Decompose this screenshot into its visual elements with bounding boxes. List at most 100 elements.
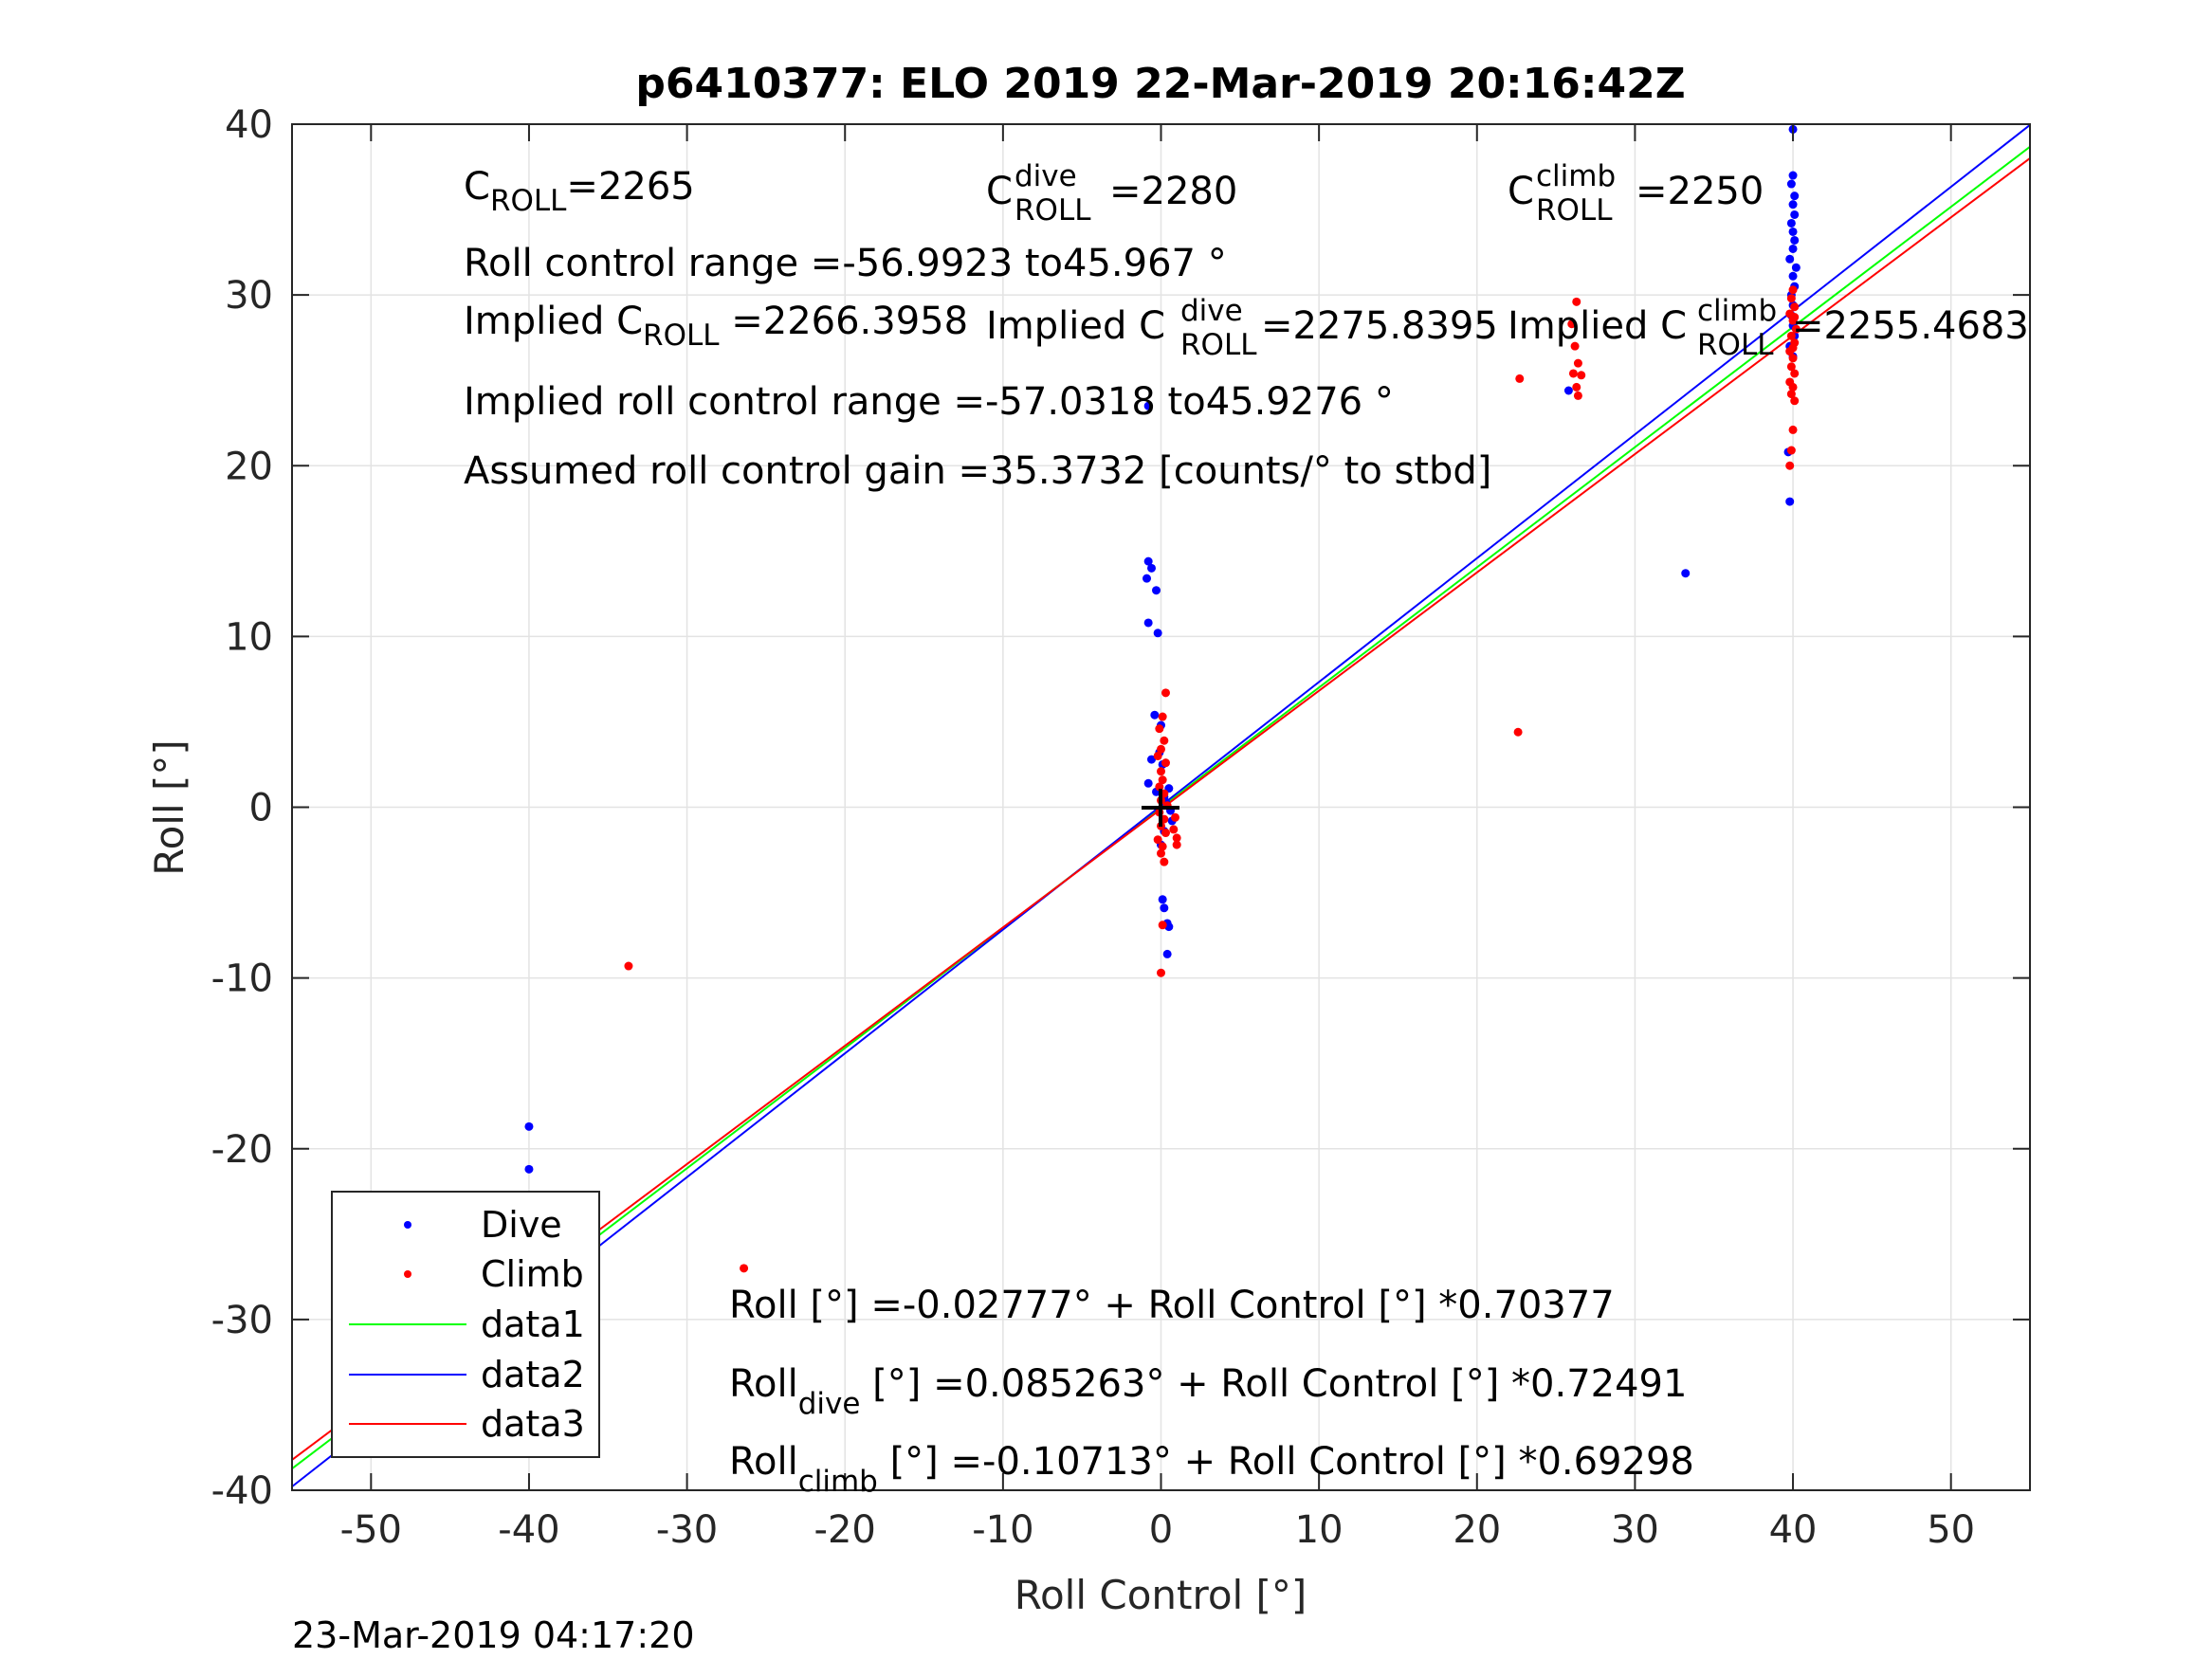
implied-c-roll-climb-sup: climb	[1697, 294, 1777, 328]
point-dive	[1143, 556, 1153, 566]
c-roll-dive-sub: ROLL	[1015, 193, 1091, 228]
point-climb	[1573, 358, 1582, 368]
y-tick-label: 20	[225, 445, 273, 488]
implied-c-roll-dive: Implied C	[986, 304, 1165, 348]
point-dive	[1563, 386, 1573, 395]
point-climb	[1790, 302, 1800, 312]
point-climb	[1169, 825, 1179, 834]
c-roll-climb-sup: climb	[1536, 159, 1616, 193]
c-roll-climb-value: =2250	[1636, 170, 1764, 213]
legend-climb-label: Climb	[481, 1253, 584, 1295]
y-tick-labels: -40 -30 -20 -10 0 10 20 30 40	[211, 103, 273, 1513]
x-tick-label: -50	[340, 1508, 402, 1552]
fit-dive-equation: Rolldive [°] =0.085263° + Roll Control […	[729, 1362, 1687, 1421]
point-dive	[1788, 271, 1798, 281]
point-dive	[1791, 263, 1801, 272]
point-climb	[624, 961, 633, 971]
point-climb	[1157, 968, 1165, 977]
c-roll-dive-value: =2280	[1109, 170, 1237, 213]
point-dive	[1785, 497, 1795, 506]
point-climb	[1158, 921, 1167, 930]
point-climb	[1172, 833, 1181, 843]
point-dive	[1152, 586, 1161, 595]
x-tick-label: -10	[972, 1508, 1033, 1552]
point-climb	[1577, 371, 1586, 380]
implied-range: Implied roll control range =-57.0318 to4…	[464, 380, 1394, 424]
point-climb	[1788, 285, 1798, 295]
point-climb	[1573, 391, 1582, 400]
point-climb	[1153, 751, 1162, 760]
implied-c-roll-climb: Implied C	[1508, 304, 1687, 348]
point-climb	[1790, 313, 1800, 322]
legend-dive-label: Dive	[481, 1204, 562, 1246]
point-dive	[1790, 210, 1800, 219]
point-climb	[1788, 425, 1798, 434]
x-tick-label: 10	[1295, 1508, 1344, 1552]
fit-climb-equation: Rollclimb [°] =-0.10713° + Roll Control …	[729, 1440, 1694, 1499]
timestamp: 23-Mar-2019 04:17:20	[292, 1614, 695, 1656]
point-climb	[1788, 343, 1798, 353]
point-climb	[1161, 688, 1170, 698]
x-tick-label: 20	[1453, 1508, 1501, 1552]
y-tick-label: 0	[249, 787, 273, 830]
point-dive	[1788, 244, 1798, 253]
implied-c-roll-dive-value: =2275.8395	[1261, 304, 1498, 348]
point-dive	[1786, 179, 1796, 189]
c-roll-dive-sup: dive	[1015, 159, 1077, 193]
point-climb	[1155, 724, 1164, 734]
point-climb	[1572, 382, 1581, 392]
point-dive	[1160, 903, 1169, 913]
x-tick-label: 40	[1769, 1508, 1818, 1552]
implied-c-roll-climb-sub: ROLL	[1697, 328, 1774, 362]
point-dive	[1147, 755, 1157, 764]
point-climb	[1786, 331, 1796, 340]
point-dive	[1786, 218, 1796, 228]
implied-c-roll-dive-sup: dive	[1180, 294, 1243, 328]
point-dive	[1150, 710, 1160, 720]
origin-marker	[1142, 789, 1179, 827]
x-tick-label: 50	[1927, 1508, 1975, 1552]
point-climb	[1788, 354, 1798, 363]
point-climb	[1786, 294, 1796, 303]
point-climb	[1170, 812, 1179, 822]
point-climb	[1153, 835, 1162, 845]
point-dive	[1790, 191, 1800, 201]
point-dive	[1162, 949, 1172, 958]
point-climb	[1785, 461, 1795, 470]
point-climb	[1572, 297, 1581, 306]
y-tick-label: -10	[211, 957, 273, 1001]
x-axis-label: Roll Control [°]	[1015, 1572, 1307, 1618]
point-climb	[1567, 319, 1577, 329]
point-climb	[1161, 758, 1170, 768]
point-dive	[1147, 563, 1157, 573]
point-climb	[1158, 842, 1167, 851]
point-climb	[1160, 857, 1169, 866]
implied-c-roll: Implied CROLL =2266.3958	[464, 300, 968, 353]
assumed-gain: Assumed roll control gain =35.3732 [coun…	[464, 449, 1491, 493]
point-climb	[1791, 324, 1801, 334]
point-climb	[1786, 446, 1796, 455]
legend-data3-label: data3	[481, 1403, 585, 1445]
y-tick-label: 30	[225, 274, 273, 318]
point-climb	[1568, 369, 1578, 378]
x-tick-label: -30	[656, 1508, 718, 1552]
point-climb	[1788, 382, 1798, 392]
point-dive	[1158, 895, 1167, 904]
point-dive	[1143, 618, 1153, 628]
fit-all-equation: Roll [°] =-0.02777° + Roll Control [°] *…	[729, 1284, 1615, 1327]
point-climb	[1513, 727, 1523, 737]
x-tick-labels: -50 -40 -30 -20 -10 0 10 20 30 40 50	[340, 1508, 1975, 1552]
legend-data2-label: data2	[481, 1354, 585, 1395]
y-tick-label: -20	[211, 1128, 273, 1172]
legend-data1-label: data1	[481, 1304, 585, 1345]
c-roll-climb-sub: ROLL	[1536, 193, 1613, 228]
point-dive	[1143, 778, 1153, 788]
y-tick-label: 40	[225, 103, 273, 147]
x-tick-label: -20	[814, 1508, 876, 1552]
legend: Dive Climb data1 data2 data3	[331, 1191, 600, 1458]
point-dive	[1153, 629, 1162, 638]
point-dive	[1143, 401, 1153, 410]
point-dive	[1790, 235, 1800, 245]
c-roll-climb-annotation: C	[1508, 170, 1534, 213]
